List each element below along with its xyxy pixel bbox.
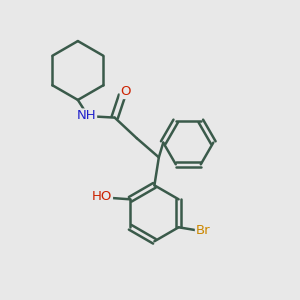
Text: Br: Br: [196, 224, 210, 237]
Text: NH: NH: [77, 109, 97, 122]
Text: O: O: [120, 85, 131, 98]
Text: HO: HO: [92, 190, 112, 203]
